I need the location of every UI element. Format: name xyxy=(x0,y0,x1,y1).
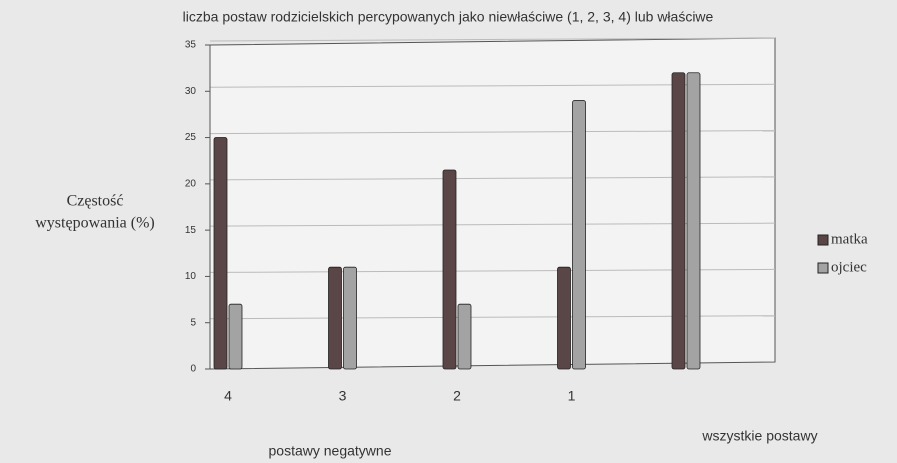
legend-label: matka xyxy=(831,231,868,247)
bar xyxy=(442,169,457,370)
bar xyxy=(213,137,228,370)
bar xyxy=(457,303,472,370)
y-tick-label: 0 xyxy=(190,364,196,375)
y-tick-label: 20 xyxy=(185,178,197,189)
grid-line xyxy=(209,37,776,42)
y-axis-label: występowania (%) xyxy=(35,215,155,232)
x-tick-label: 2 xyxy=(453,388,461,404)
bar xyxy=(686,72,701,370)
legend-swatch xyxy=(817,262,829,274)
y-axis-label: Częstość xyxy=(67,193,124,210)
bar xyxy=(572,100,586,370)
y-tick-label: 25 xyxy=(185,132,197,143)
y-tick-label: 5 xyxy=(190,317,196,328)
y-tick-label: 35 xyxy=(185,40,197,51)
bar xyxy=(228,303,243,370)
x-tick-label: 4 xyxy=(224,388,232,404)
bar xyxy=(557,266,571,370)
bar xyxy=(343,266,357,370)
chart-title: liczba postaw rodzicielskich percypowany… xyxy=(183,9,714,25)
x-tick-label: 1 xyxy=(568,388,576,404)
legend-label: ojciec xyxy=(831,259,867,275)
bar xyxy=(328,266,342,370)
annotation: wszystkie postawy xyxy=(701,428,817,444)
legend-swatch xyxy=(817,234,829,246)
annotation: postawy negatywne xyxy=(269,443,392,459)
y-tick-label: 15 xyxy=(185,225,197,236)
bar xyxy=(671,72,686,370)
y-tick-label: 30 xyxy=(185,86,197,97)
x-tick-label: 3 xyxy=(339,388,347,404)
y-tick-label: 10 xyxy=(185,271,197,282)
